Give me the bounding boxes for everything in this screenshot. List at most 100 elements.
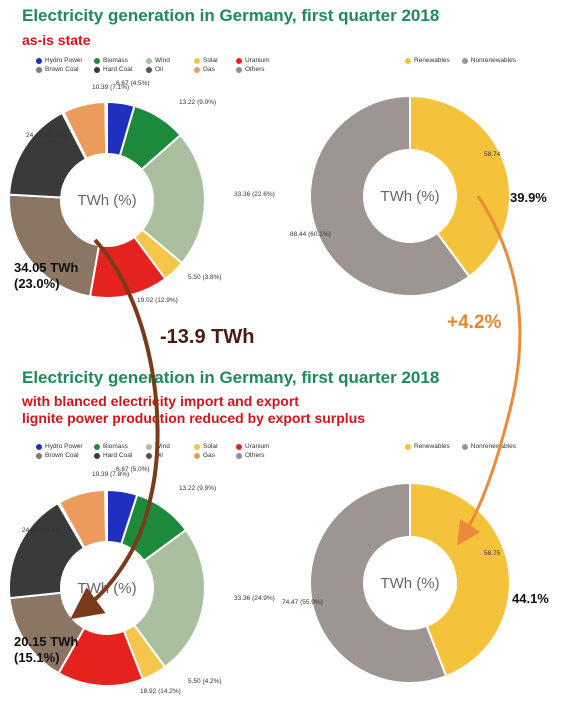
callout-value: 34.05 TWh [14,260,79,275]
legend-energy-mix-top: Hydro Power Biomass Wind Solar Uranium Brown … [36,57,296,73]
slice-label: 10.39 (7.8%) [92,471,129,478]
legend-swatch [36,57,42,64]
legend-item: Renewables [405,443,450,450]
legend-label: Hard Coal [103,452,133,459]
legend-label: Solar [203,57,219,64]
slice-label: 88.44 (60.1%) [290,231,331,238]
slice-label: 6.67 (4.5%) [116,80,150,87]
legend-swatch [94,452,100,459]
legend-swatch [461,57,468,64]
slice-label: 74.47 (55.9%) [282,599,323,606]
donut-chart: 58.75 74.47 (55.9%) TWh (%) [282,481,511,684]
legend-item: Brown Coal [36,66,94,73]
legend-label: Nonrenewables [470,57,516,64]
legend-item: Biomass [94,443,146,450]
donut-slice [140,133,206,265]
slice-label: 18.92 (14.2%) [140,688,181,695]
callout-brown-coal-bottom: 20.15 TWh (15.1%) [14,634,78,666]
legend-swatch [236,66,242,73]
legend-swatch [146,57,152,64]
legend-swatch [94,57,100,64]
bottom-subtitle-line: lignite power production reduced by expo… [22,410,366,426]
donut-center-label: TWh (%) [380,575,439,592]
legend-label: Nonrenewables [470,443,516,450]
legend-label: Gas [203,452,215,459]
legend-item: Biomass [94,57,146,64]
renewable-share-top: 39.9% [510,190,547,205]
donut-slice [132,528,206,669]
legend-item: Others [236,452,296,459]
legend-swatch [405,57,411,64]
legend-label: Wind [155,443,170,450]
legend-swatch [405,443,411,450]
legend-label: Solar [203,443,219,450]
legend-item: Uranium [236,443,296,450]
callout-percent: (23.0%) [14,276,60,291]
legend-swatch [194,443,200,450]
legend-swatch [146,66,152,73]
slice-label: 58.74 [484,151,501,158]
legend-swatch [94,443,100,450]
renewable-share-bottom: 44.1% [512,591,549,606]
legend-swatch [236,452,242,459]
legend-swatch [194,57,200,64]
top-title: Electricity generation in Germany, first… [22,6,440,25]
legend-item: Solar [194,443,236,450]
donut-chart: 6.67 (5.0%) 13.22 (9.9%) 33.36 (24.9%) 5.50… [8,466,275,695]
donut-slice [309,94,471,297]
callout-value: 20.15 TWh [14,634,79,649]
legend-label: Brown Coal [45,452,79,459]
legend-label: Uranium [245,57,270,64]
legend-swatch [36,66,42,73]
legend-item: Hydro Power [36,57,94,64]
legend-item: Uranium [236,57,296,64]
legend-label: Hard Coal [103,66,133,73]
renewable-change-label: +4.2% [447,312,502,333]
slice-label: 5.50 (3.8%) [188,274,222,281]
legend-label: Renewables [414,57,450,64]
legend-item: Others [236,66,296,73]
legend-energy-mix-bottom: Hydro Power Biomass Wind Solar Uranium Brown … [36,443,296,459]
slice-label: 13.22 (9.9%) [179,485,216,492]
slice-label: 33.36 (24.9%) [234,595,275,602]
legend-swatch [236,443,242,450]
legend-swatch [461,443,468,450]
legend-item: Renewables [405,57,450,64]
slice-label: 24.41 (16.5%) [26,132,67,139]
legend-label: Gas [203,66,215,73]
legend-share-bottom: Renewables Nonrenewables [405,443,516,450]
legend-item: Solar [194,57,236,64]
legend-label: Hydro Power [45,443,83,450]
legend-label: Oil [155,66,163,73]
donut-slice [104,100,108,156]
legend-item: Hard Coal [94,66,146,73]
legend-swatch [194,66,200,73]
donut-slice [409,481,511,678]
brown-coal-arrow [70,238,160,620]
donut-center-label: TWh (%) [380,188,439,205]
bottom-subtitle-line: with blanced electricity import and expo… [22,393,299,409]
legend-item: Hard Coal [94,452,146,459]
brown-coal-change-label: -13.9 TWh [160,326,255,348]
donut-chart: 6.67 (4.5%) 13.22 (9.0%) 33.36 (22.6%) 5.50… [8,80,275,304]
callout-brown-coal-top: 34.05 TWh (23.0%) [14,260,78,292]
donut-center-label: TWh (%) [77,192,136,209]
legend-label: Others [245,452,265,459]
legend-item: Wind [146,57,194,64]
legend-swatch [236,57,242,64]
callout-percent: (15.1%) [14,650,60,665]
legend-swatch [36,452,42,459]
donut-slice [104,488,108,544]
legend-label: Biomass [103,57,128,64]
legend-item: Nonrenewables [461,57,516,64]
slice-label: 10.39 (7.1%) [92,84,129,91]
legend-label: Wind [155,57,170,64]
legend-share-top: Renewables Nonrenewables [405,57,516,64]
donut-chart: 58.74 88.44 (60.1%) TWh (%) [290,94,511,297]
renewable-arrow [457,195,522,546]
bottom-title: Electricity generation in Germany, first… [22,368,440,387]
slice-label: 13.22 (9.0%) [179,99,216,106]
legend-label: Brown Coal [45,66,79,73]
